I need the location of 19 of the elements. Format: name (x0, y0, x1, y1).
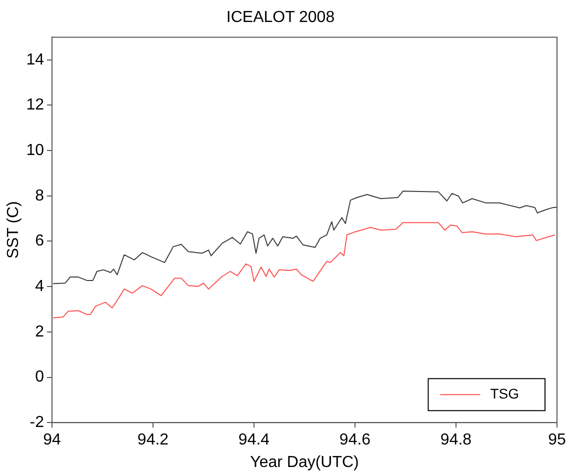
x-tick-label: 94.6 (339, 432, 371, 449)
y-tick-label: 0 (35, 368, 44, 386)
x-tick-label: 95 (548, 432, 566, 449)
y-tick-label: -2 (30, 414, 44, 432)
y-axis-title: SST (C) (5, 201, 22, 259)
chart-title: ICEALOT 2008 (226, 9, 335, 26)
x-tick-label: 94 (43, 432, 61, 449)
y-tick-label: 10 (26, 142, 44, 159)
x-tick-label: 94.8 (440, 432, 472, 449)
x-tick-label: 94.4 (238, 432, 270, 449)
y-tick-label: 6 (35, 232, 44, 250)
y-tick-label: 8 (35, 187, 44, 204)
y-tick-label: 14 (26, 51, 44, 68)
x-axis-title: Year Day(UTC) (250, 454, 359, 471)
legend-label: TSG (490, 385, 519, 402)
x-tick-label: 94.2 (137, 432, 169, 449)
y-tick-label: 2 (35, 323, 44, 340)
y-tick-label: 4 (35, 278, 44, 295)
y-tick-label: 12 (26, 96, 44, 114)
